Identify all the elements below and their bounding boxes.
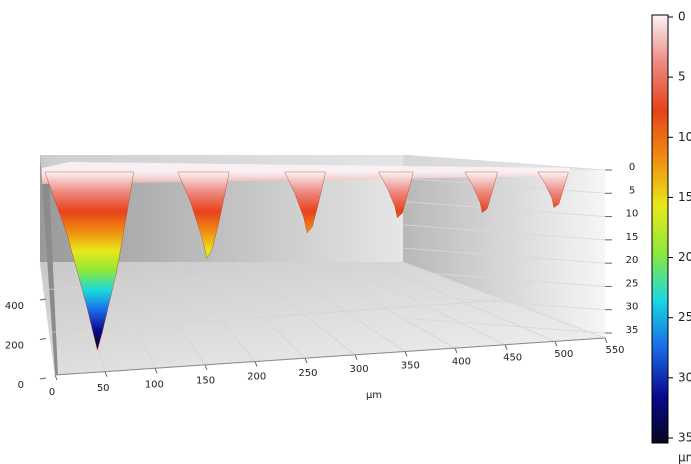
- x-tick: [155, 368, 157, 373]
- colorbar-tick-label: 35: [678, 431, 691, 445]
- colorbar: µm 0 5 10 15 20 25 30 35: [652, 10, 691, 464]
- colorbar-tick-label: 0: [678, 10, 686, 24]
- y-tick: [40, 339, 46, 340]
- colorbar-label: µm: [678, 451, 691, 464]
- z-tick-label: 10: [626, 209, 639, 220]
- x-tick-label: 150: [196, 376, 215, 387]
- z-tick-label: 0: [629, 162, 635, 173]
- colorbar-tick-label: 25: [678, 310, 691, 324]
- colorbar-tick-label: 30: [678, 370, 691, 384]
- x-tick: [605, 338, 607, 343]
- x-tick-label: 500: [554, 349, 573, 360]
- y-tick-label: 400: [5, 301, 24, 312]
- x-tick: [205, 365, 207, 370]
- y-tick-label: 0: [18, 380, 24, 391]
- z-tick-label: 5: [629, 185, 635, 196]
- colorbar-scale: [652, 15, 668, 443]
- x-axis-label: µm: [366, 390, 382, 401]
- colorbar-tick-label: 10: [678, 130, 691, 144]
- x-tick-label: 400: [452, 356, 471, 367]
- x-tick-label: 50: [97, 383, 110, 394]
- y-tick-label: 200: [5, 341, 24, 352]
- z-tick-label: 30: [626, 302, 639, 313]
- x-tick: [555, 341, 557, 346]
- x-tick-label: 100: [145, 379, 164, 390]
- colorbar-tick-label: 20: [678, 250, 691, 264]
- chart: 0501001502002503003504004505005500200400…: [0, 0, 691, 464]
- x-tick: [355, 355, 357, 360]
- z-tick-label: 35: [626, 325, 639, 336]
- z-tick-label: 25: [626, 278, 639, 289]
- x-tick: [105, 372, 107, 377]
- x-tick: [55, 375, 57, 380]
- x-tick-label: 0: [49, 387, 55, 398]
- y-tick: [40, 378, 46, 379]
- x-tick-label: 250: [298, 368, 317, 379]
- x-tick: [255, 362, 257, 367]
- x-tick-label: 550: [605, 345, 624, 356]
- z-tick-label: 15: [626, 232, 639, 243]
- x-tick-label: 450: [503, 353, 522, 364]
- x-tick-label: 350: [401, 360, 420, 371]
- x-tick-label: 300: [350, 364, 369, 375]
- x-tick: [305, 358, 307, 363]
- x-tick: [505, 345, 507, 350]
- x-tick-label: 200: [247, 372, 266, 383]
- colorbar-tick-label: 15: [678, 190, 691, 204]
- z-tick-label: 20: [626, 255, 639, 266]
- x-tick: [405, 351, 407, 356]
- x-tick: [455, 348, 457, 353]
- colorbar-tick-label: 5: [678, 70, 686, 84]
